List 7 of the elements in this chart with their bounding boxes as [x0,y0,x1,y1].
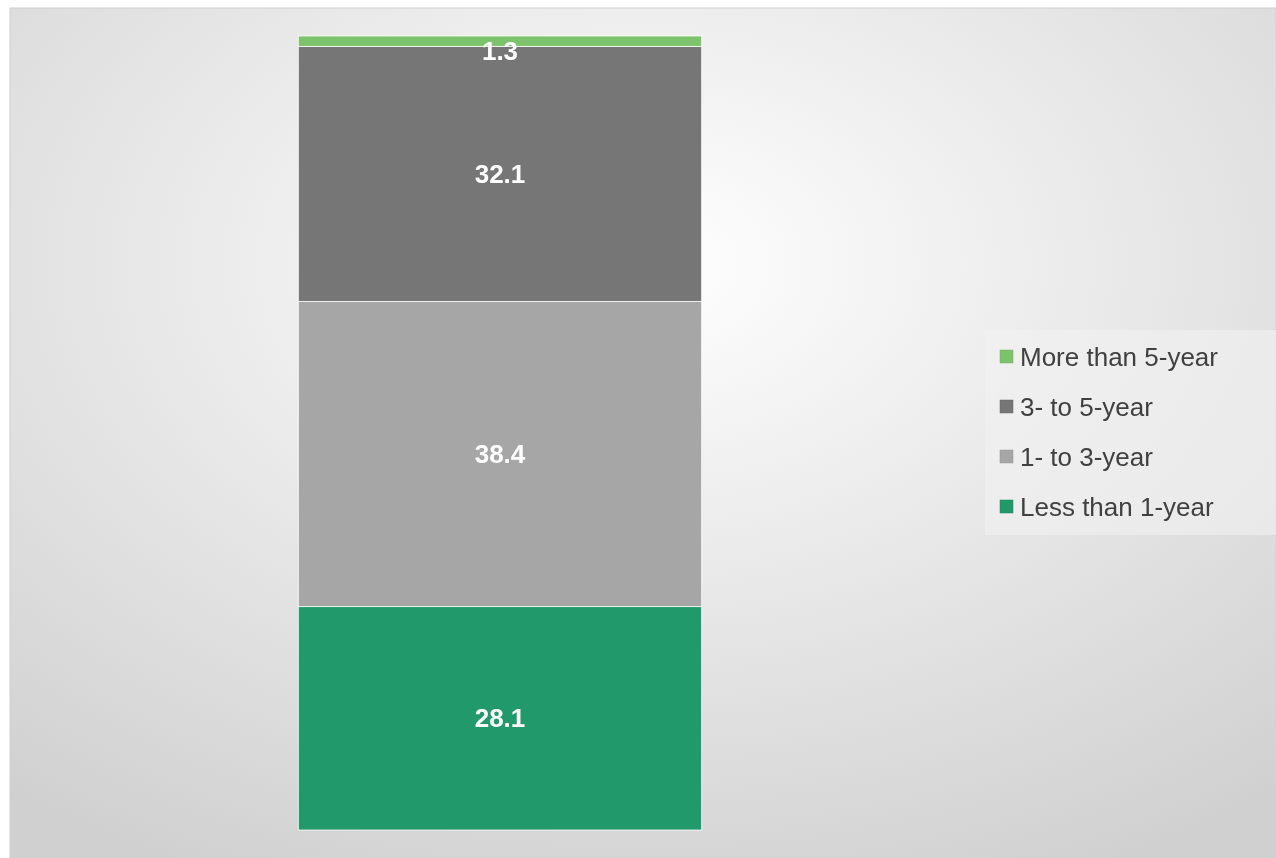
text: 1- to 3-year [1020,442,1154,472]
legend-label: 3- to 5-year [1020,392,1154,422]
legend-label: More than 5-year [1020,342,1219,372]
legend-label: Less than 1-year [1020,492,1215,522]
data-label: 28.1 [474,703,526,734]
data-label: 32.1 [474,158,526,189]
data-label: 38.4 [474,439,526,470]
